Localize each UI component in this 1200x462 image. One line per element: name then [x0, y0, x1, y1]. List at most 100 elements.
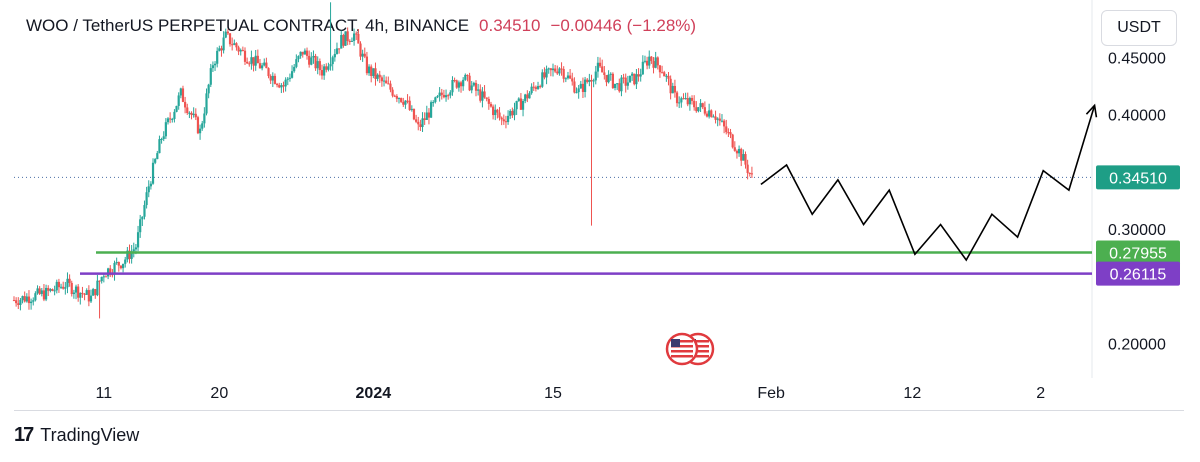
candle-body: [267, 68, 270, 77]
candle-body: [543, 72, 546, 78]
candle-body: [290, 71, 294, 78]
candle-body: [686, 98, 689, 105]
candle-body: [372, 68, 375, 76]
candle-body: [690, 97, 694, 101]
candle-body: [220, 48, 223, 51]
candle-body: [119, 265, 123, 269]
candle-body: [714, 116, 717, 120]
candle-body: [98, 280, 101, 282]
candle-body: [85, 290, 88, 295]
candle-body: [716, 118, 719, 120]
candle-body: [329, 64, 332, 67]
candle-body: [560, 68, 563, 70]
candle-body: [357, 33, 360, 44]
candle-body: [656, 57, 659, 66]
price-chart[interactable]: 0.45000 0.40000 0.30000 0.20000 11 20 2024 15 Fe…: [0, 0, 1200, 410]
candle-body: [66, 278, 69, 288]
candle-body: [385, 80, 388, 84]
candle-body: [601, 66, 604, 73]
candle-body: [154, 159, 157, 163]
candle-body: [517, 98, 520, 101]
candle-body: [492, 106, 495, 116]
us-flag-events-icon[interactable]: [665, 332, 715, 366]
candle-body: [731, 134, 734, 148]
candle-body: [218, 48, 221, 51]
candle-body: [622, 77, 625, 79]
candle-body: [376, 74, 379, 79]
candle-body: [288, 77, 292, 79]
candle-body: [436, 96, 439, 98]
candle-body: [618, 83, 621, 92]
candle-body: [635, 74, 638, 85]
candle-body: [650, 56, 653, 62]
candle-body: [487, 98, 490, 104]
candle-body: [338, 48, 341, 50]
price-tag-label: 0.34510: [1109, 170, 1167, 187]
candle-body: [303, 50, 306, 55]
candle-body: [483, 91, 486, 98]
price-change: −0.00446 (−1.28%): [550, 16, 697, 35]
candle-body: [710, 110, 713, 117]
candle-body: [47, 287, 50, 291]
candle-body: [442, 94, 446, 98]
candle-body: [233, 43, 236, 45]
candle-body: [404, 100, 407, 105]
candle-body: [577, 88, 580, 93]
candle-body: [521, 100, 525, 110]
candle-body: [299, 51, 302, 57]
candle-body: [139, 219, 142, 233]
candle-body: [175, 105, 178, 112]
candle-body: [203, 113, 206, 124]
candle-body: [265, 62, 268, 69]
candle-body: [391, 89, 394, 96]
candle-body: [590, 79, 593, 82]
candle-body: [147, 186, 150, 193]
candle-body: [295, 59, 298, 67]
candle-body: [513, 109, 516, 116]
candle-body: [626, 82, 629, 86]
candle-body: [51, 289, 54, 291]
candle-body: [660, 72, 664, 74]
candle-body: [697, 107, 700, 112]
tradingview-logo[interactable]: 17 TradingView: [14, 424, 139, 447]
candle-body: [57, 281, 61, 288]
y-tick-label: 0.45000: [1108, 50, 1166, 67]
candle-body: [320, 70, 324, 76]
candle-body: [718, 118, 721, 121]
price-tag-label: 0.26115: [1110, 267, 1167, 284]
candle-body: [596, 62, 600, 72]
candle-body: [545, 68, 548, 78]
candle-body: [308, 55, 311, 65]
candle-body: [181, 88, 185, 102]
candle-body: [735, 150, 739, 154]
candle-body: [532, 86, 535, 88]
candle-body: [562, 69, 565, 79]
candle-body: [616, 83, 619, 85]
last-price: 0.34510: [479, 16, 541, 35]
candle-body: [646, 60, 649, 66]
candle-body: [188, 112, 191, 114]
candle-body: [282, 85, 285, 87]
candle-body: [648, 56, 651, 66]
candle-body: [594, 71, 597, 81]
price-tag-box: [1096, 240, 1180, 265]
candle-body: [44, 287, 48, 300]
candle-body: [15, 300, 18, 304]
candle-body: [528, 93, 531, 99]
candle-body: [547, 68, 550, 70]
candle-body: [712, 116, 715, 118]
candle-body: [408, 100, 411, 110]
candle-body: [474, 82, 478, 91]
candle-body: [27, 296, 31, 304]
candle-body: [699, 103, 702, 108]
candle-body: [89, 295, 93, 302]
candle-body: [59, 286, 63, 288]
candle-body: [128, 250, 131, 259]
candle-body: [571, 78, 574, 82]
candle-body: [620, 77, 623, 92]
currency-button[interactable]: USDT: [1101, 10, 1177, 46]
candle-body: [68, 278, 71, 283]
candle-body: [374, 68, 377, 79]
candle-body: [316, 61, 319, 69]
candle-body: [102, 276, 105, 278]
